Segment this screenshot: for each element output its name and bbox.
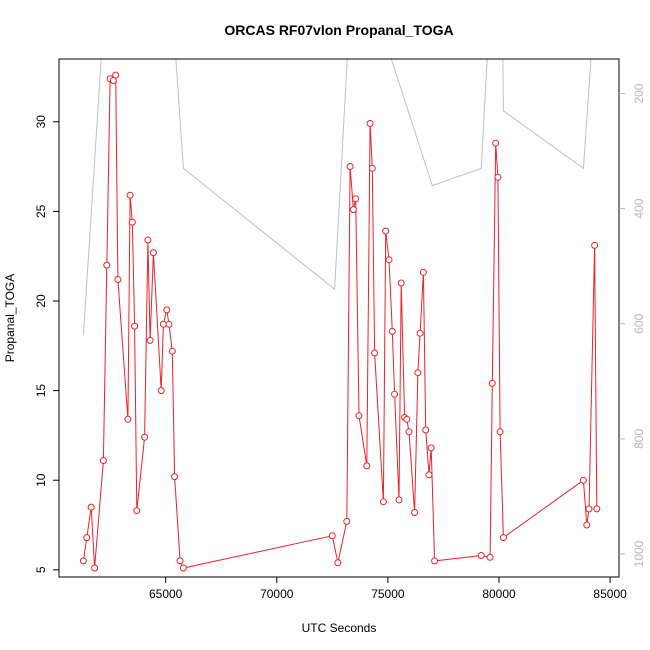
x-tick-label: 65000 bbox=[149, 587, 183, 601]
data-point bbox=[176, 557, 184, 565]
data-point bbox=[403, 415, 411, 423]
data-point bbox=[328, 532, 336, 540]
data-point bbox=[128, 218, 136, 226]
data-point bbox=[179, 564, 187, 572]
data-point bbox=[352, 195, 360, 203]
y-tick-label: 30 bbox=[34, 115, 48, 129]
data-point bbox=[382, 227, 390, 235]
primary-series bbox=[79, 71, 601, 572]
data-point bbox=[114, 276, 122, 283]
data-point bbox=[343, 517, 351, 525]
data-point bbox=[427, 444, 435, 452]
data-point bbox=[83, 534, 91, 542]
data-point bbox=[368, 164, 376, 172]
y-tick-label: 5 bbox=[34, 566, 48, 573]
data-point bbox=[391, 390, 399, 398]
data-point bbox=[385, 256, 393, 264]
data-point bbox=[414, 369, 422, 377]
data-point bbox=[346, 163, 354, 170]
data-point bbox=[366, 120, 374, 127]
data-point bbox=[492, 139, 500, 147]
data-point bbox=[388, 327, 396, 335]
data-point bbox=[422, 426, 430, 434]
data-point bbox=[585, 505, 593, 513]
data-point bbox=[157, 387, 165, 395]
x-tick-label: 80000 bbox=[482, 587, 516, 601]
data-point bbox=[349, 206, 357, 214]
data-point bbox=[124, 415, 132, 423]
right-tick-label: 400 bbox=[632, 198, 646, 218]
secondary-series bbox=[82, 59, 592, 336]
plot-frame bbox=[58, 58, 620, 578]
data-point bbox=[371, 349, 379, 357]
data-point bbox=[144, 236, 152, 244]
x-axis: 65000 70000 75000 80000 85000 bbox=[149, 577, 627, 601]
data-point bbox=[141, 433, 149, 441]
secondary-line bbox=[82, 59, 592, 336]
data-point bbox=[79, 557, 87, 565]
data-point bbox=[87, 503, 95, 511]
data-point bbox=[149, 249, 157, 257]
data-point bbox=[163, 306, 171, 314]
y-axis: 5 10 15 20 25 30 bbox=[34, 115, 59, 573]
data-point bbox=[591, 241, 599, 249]
right-axis: 200 400 600 800 1000 bbox=[619, 83, 646, 567]
data-point bbox=[99, 457, 107, 464]
data-point bbox=[583, 521, 591, 529]
data-point bbox=[494, 173, 502, 181]
right-tick-label: 600 bbox=[632, 313, 646, 333]
propanal-line bbox=[82, 74, 598, 569]
data-point bbox=[165, 320, 173, 328]
data-point bbox=[395, 496, 403, 504]
data-point bbox=[133, 507, 141, 515]
y-tick-label: 25 bbox=[34, 204, 48, 218]
y-axis-label: Propanal_TOGA bbox=[3, 274, 17, 363]
data-point bbox=[416, 329, 424, 337]
data-point bbox=[126, 191, 134, 199]
data-point bbox=[131, 322, 139, 330]
data-point bbox=[171, 473, 179, 481]
right-tick-label: 1000 bbox=[632, 540, 646, 567]
y-tick-label: 15 bbox=[34, 384, 48, 398]
x-axis-label: UTC Seconds bbox=[302, 621, 377, 635]
data-point bbox=[579, 476, 587, 484]
data-point bbox=[91, 564, 99, 572]
data-point bbox=[103, 261, 111, 269]
y-tick-label: 10 bbox=[34, 473, 48, 487]
data-point bbox=[411, 509, 419, 516]
data-point bbox=[488, 379, 496, 387]
y-tick-label: 20 bbox=[34, 294, 48, 308]
x-tick-label: 70000 bbox=[260, 587, 294, 601]
data-point bbox=[496, 428, 504, 436]
data-point bbox=[593, 505, 601, 513]
data-point bbox=[425, 471, 433, 479]
data-point bbox=[499, 534, 507, 542]
x-tick-label: 75000 bbox=[371, 587, 405, 601]
data-point bbox=[486, 553, 494, 561]
data-point bbox=[419, 268, 427, 276]
data-point bbox=[146, 336, 154, 344]
data-point bbox=[363, 462, 371, 470]
data-point bbox=[334, 559, 342, 567]
chart-title: ORCAS RF07vlon Propanal_TOGA bbox=[224, 22, 453, 38]
data-point bbox=[431, 557, 439, 565]
data-point bbox=[477, 552, 485, 559]
data-point bbox=[397, 279, 405, 287]
right-tick-label: 200 bbox=[632, 83, 646, 103]
x-tick-label: 85000 bbox=[593, 587, 627, 601]
data-point bbox=[168, 347, 176, 355]
data-point bbox=[112, 71, 120, 79]
data-point bbox=[405, 428, 413, 436]
data-point bbox=[379, 498, 387, 506]
right-tick-label: 800 bbox=[632, 429, 646, 449]
data-point bbox=[355, 412, 363, 420]
